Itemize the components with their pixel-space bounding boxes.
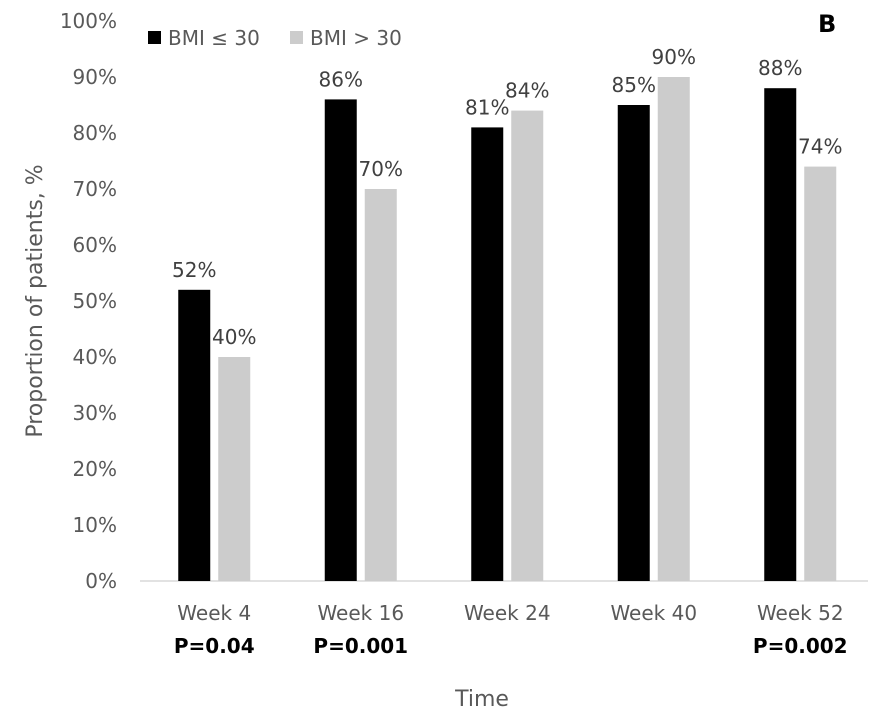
bar-bmi-le-30-week-24: [471, 127, 504, 582]
bar-bmi-le-30-week-16: [324, 99, 357, 582]
legend-label-bmi-gt-30: BMI > 30: [310, 26, 402, 50]
data-label: 70%: [359, 157, 403, 181]
p-value-labels: P=0.04 P=0.001 P=0.002: [174, 634, 848, 658]
p-value-label: P=0.002: [753, 634, 848, 658]
x-tick-label: Week 4: [177, 601, 251, 625]
bar-bmi-gt-30-week-4: [218, 357, 251, 581]
x-tick-label: Week 40: [610, 601, 697, 625]
legend-label-bmi-le-30: BMI ≤ 30: [168, 26, 260, 50]
bar-bmi-le-30-week-40: [617, 105, 650, 581]
x-tick-label: Week 24: [464, 601, 551, 625]
bar-bmi-gt-30-week-24: [511, 110, 544, 581]
legend-swatch-bmi-gt-30: [290, 31, 303, 44]
data-label: 81%: [465, 95, 509, 119]
data-label: 74%: [798, 135, 842, 159]
p-value-label: P=0.001: [313, 634, 408, 658]
y-tick-label: 30%: [73, 401, 117, 425]
category-labels: Week 4 Week 16 Week 24 Week 40 Week 52: [177, 601, 843, 625]
y-tick-label: 70%: [73, 177, 117, 201]
legend-swatch-bmi-le-30: [148, 31, 161, 44]
data-label: 84%: [505, 79, 549, 103]
y-tick-label: 90%: [73, 65, 117, 89]
x-axis-title: Time: [454, 687, 509, 712]
y-axis-ticks: 0% 10% 20% 30% 40% 50% 60% 70% 80% 90% 100%: [60, 9, 117, 593]
bar-bmi-gt-30-week-52: [804, 166, 837, 581]
data-label: 40%: [212, 325, 256, 349]
bar-bmi-le-30-week-52: [764, 88, 797, 581]
data-label: 85%: [612, 73, 656, 97]
bars: [178, 77, 837, 582]
panel-label: B: [818, 10, 836, 38]
data-label: 88%: [758, 56, 802, 80]
bar-bmi-le-30-week-4: [178, 289, 211, 581]
x-tick-label: Week 16: [317, 601, 404, 625]
y-tick-label: 0%: [85, 569, 117, 593]
y-tick-label: 100%: [60, 9, 117, 33]
data-label: 90%: [652, 45, 696, 69]
y-tick-label: 20%: [73, 457, 117, 481]
data-label: 52%: [172, 258, 216, 282]
data-labels: 52% 40% 86% 70% 81%84% 85% 90% 88% 74%: [172, 45, 842, 349]
bar-bmi-gt-30-week-16: [364, 189, 397, 581]
data-label: 86%: [319, 67, 363, 91]
y-tick-label: 80%: [73, 121, 117, 145]
y-tick-label: 50%: [73, 289, 117, 313]
bar-bmi-gt-30-week-40: [657, 77, 690, 581]
y-axis-title: Proportion of patients, %: [23, 164, 48, 437]
y-tick-label: 10%: [73, 513, 117, 537]
x-tick-label: Week 52: [757, 601, 844, 625]
y-tick-label: 40%: [73, 345, 117, 369]
legend: BMI ≤ 30 BMI > 30: [148, 26, 402, 50]
p-value-label: P=0.04: [174, 634, 255, 658]
y-tick-label: 60%: [73, 233, 117, 257]
